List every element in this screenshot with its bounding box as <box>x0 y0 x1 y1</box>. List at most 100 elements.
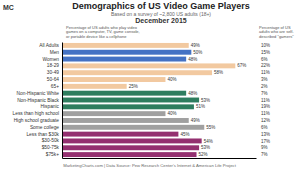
gamers-label: 12% <box>261 118 270 123</box>
data-label: 51% <box>196 104 205 109</box>
data-label: 55% <box>206 125 215 130</box>
gamers-label: 10% <box>261 43 270 48</box>
y-tick-label: 18-29 <box>47 63 60 68</box>
bar <box>62 145 199 150</box>
bar <box>62 77 165 82</box>
y-tick-label: Men <box>50 50 60 55</box>
y-tick-label: Less than $30k <box>26 132 59 137</box>
y-tick-label: High school graduate <box>14 118 60 123</box>
gamers-label: 13% <box>261 132 270 137</box>
data-labels: 49%50%48%67%58%40%25%48%53%51%40%49%55%4… <box>129 43 247 157</box>
gamers-label: 11% <box>261 98 270 103</box>
bar <box>62 43 189 48</box>
chart: Demographics of US Video Game PlayersBas… <box>0 0 299 169</box>
bar <box>62 152 197 157</box>
bar <box>62 111 165 116</box>
data-label: 53% <box>201 145 210 150</box>
y-tick: $75k+ <box>46 152 62 157</box>
gamers-label: 7% <box>261 91 268 96</box>
y-tick: 30-49 <box>47 70 62 75</box>
y-tick: 50-64 <box>47 77 62 82</box>
y-tick: All Adults <box>39 43 62 48</box>
y-tick: 65+ <box>51 84 62 89</box>
gamers-label: 6% <box>261 125 268 130</box>
gamers-label: 15% <box>261 50 270 55</box>
subtitle: Based on a survey of ~2,800 US adults (1… <box>111 11 211 17</box>
y-tick: Men <box>50 50 62 55</box>
gamers-label: 11% <box>261 111 270 116</box>
gamers-values: 10%15%6%22%11%3%2%7%11%19%11%12%6%13%17%… <box>261 43 270 157</box>
y-axis-line <box>62 43 63 159</box>
y-tick-label: $50-75k <box>42 145 60 150</box>
y-tick: High school graduate <box>14 118 62 123</box>
title: Demographics of US Video Game Players <box>72 1 249 11</box>
gamers-label: 7% <box>261 152 268 157</box>
data-label: 58% <box>214 70 223 75</box>
y-tick-label: Hispanic <box>41 104 60 109</box>
gamers-label: 3% <box>261 77 268 82</box>
y-tick: Some college <box>30 125 62 130</box>
gamers-label: 2% <box>261 84 268 89</box>
y-tick: Hispanic <box>41 104 62 109</box>
y-tick-label: 30-49 <box>47 70 60 75</box>
bar <box>62 57 186 62</box>
data-label: 52% <box>199 152 208 157</box>
y-tick: Non-Hispanic White <box>17 91 62 96</box>
y-tick: Non-Hispanic Black <box>17 98 62 103</box>
y-tick-label: Non-Hispanic Black <box>17 98 59 103</box>
footer: MarketingCharts.com | Data Source: Pew R… <box>63 163 237 168</box>
left-column-label-line: or portable device like a cellphone <box>66 34 127 39</box>
y-tick: Women <box>43 57 62 62</box>
data-label: 54% <box>204 139 213 144</box>
data-label: 45% <box>180 132 189 137</box>
y-tick: 18-29 <box>47 63 62 68</box>
data-label: 49% <box>191 118 200 123</box>
left-column-label: Percentage of US adults who play videoga… <box>66 25 140 39</box>
y-tick: $30-50k <box>42 138 62 143</box>
right-column-label-line: described "gamers" <box>259 34 294 39</box>
x-axis-line <box>63 158 257 159</box>
data-label: 53% <box>201 98 210 103</box>
y-tick: $50-75k <box>42 145 62 150</box>
x-axis <box>63 158 257 159</box>
y-tick-label: 65+ <box>51 84 59 89</box>
bar <box>62 98 199 103</box>
gamers-label: 6% <box>261 57 268 62</box>
bar <box>62 132 178 137</box>
gamers-label: 9% <box>261 145 268 150</box>
data-label: 48% <box>188 91 197 96</box>
y-axis: All Adults Men Women18-29 30-49 50-64 65+ Non-… <box>13 43 63 159</box>
bar <box>62 63 235 68</box>
bar <box>62 70 212 75</box>
y-tick-label: 50-64 <box>47 77 60 82</box>
data-label: 25% <box>129 84 138 89</box>
bar <box>62 138 202 143</box>
data-label: 40% <box>167 111 176 116</box>
y-tick-label: Women <box>43 57 60 62</box>
bar <box>62 125 204 130</box>
y-tick-label: All Adults <box>39 43 59 48</box>
y-tick-label: $30-50k <box>42 138 60 143</box>
subtitle-date: December 2015 <box>135 17 186 24</box>
data-label: 49% <box>191 43 200 48</box>
y-tick-label: $75k+ <box>46 152 59 157</box>
bar <box>62 50 191 55</box>
gamers-label: 11% <box>261 70 270 75</box>
y-tick-label: Non-Hispanic White <box>17 91 60 96</box>
y-tick-label: Less than high school <box>13 111 59 116</box>
data-label: 50% <box>193 50 202 55</box>
data-label: 40% <box>167 77 176 82</box>
gamers-label: 17% <box>261 139 270 144</box>
gamers-label: 22% <box>261 63 270 68</box>
bar <box>62 104 194 109</box>
bar <box>62 118 189 123</box>
bar <box>62 91 186 96</box>
data-label: 48% <box>188 57 197 62</box>
y-tick-label: Some college <box>30 125 59 130</box>
bar <box>62 84 127 89</box>
right-column-label: Percentage of USadults who are self-desc… <box>259 25 294 39</box>
y-tick: Less than $30k <box>26 132 62 137</box>
bars <box>62 43 235 157</box>
y-tick: Less than high school <box>13 111 62 116</box>
gamers-label: 19% <box>261 104 270 109</box>
